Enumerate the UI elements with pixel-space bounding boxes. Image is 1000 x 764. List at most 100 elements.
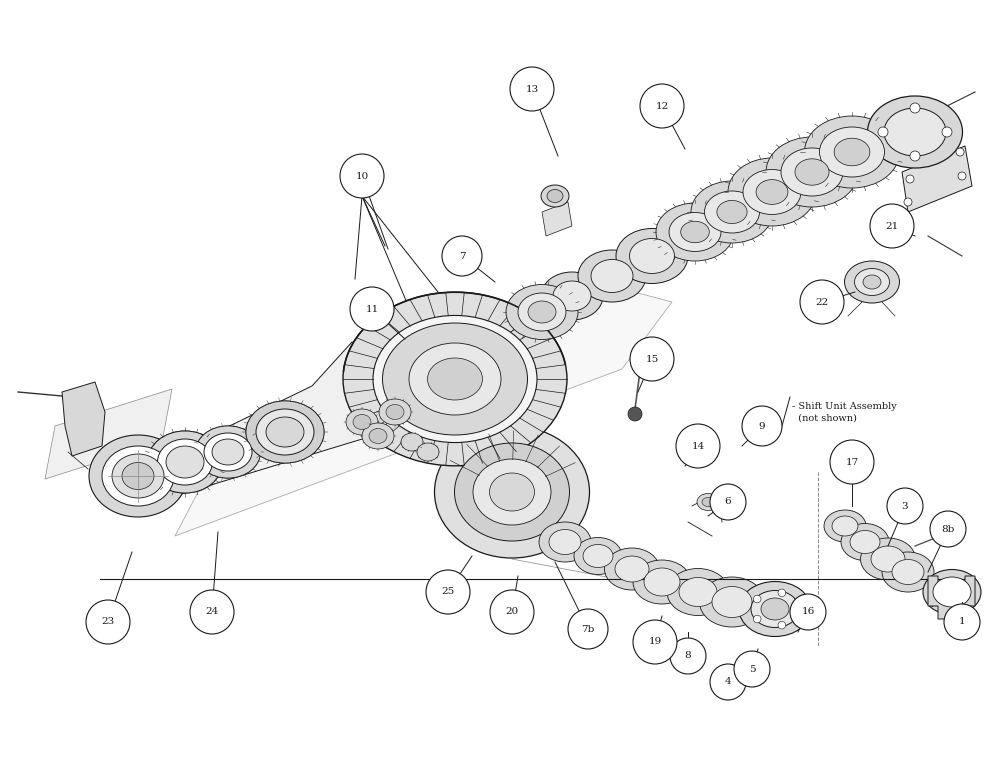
Ellipse shape bbox=[832, 516, 858, 536]
Ellipse shape bbox=[246, 401, 324, 463]
Ellipse shape bbox=[266, 417, 304, 447]
Ellipse shape bbox=[751, 591, 799, 627]
Text: 25: 25 bbox=[441, 588, 455, 597]
Ellipse shape bbox=[506, 284, 578, 339]
Ellipse shape bbox=[401, 433, 423, 451]
Text: 7: 7 bbox=[459, 251, 465, 261]
Ellipse shape bbox=[681, 222, 709, 243]
Ellipse shape bbox=[549, 529, 581, 555]
Ellipse shape bbox=[868, 96, 962, 168]
Ellipse shape bbox=[739, 581, 811, 636]
Ellipse shape bbox=[196, 426, 260, 478]
Circle shape bbox=[630, 337, 674, 381]
Circle shape bbox=[753, 615, 761, 623]
Ellipse shape bbox=[383, 323, 528, 435]
Ellipse shape bbox=[89, 435, 187, 517]
Ellipse shape bbox=[795, 159, 829, 185]
Text: 17: 17 bbox=[845, 458, 859, 467]
Text: 22: 22 bbox=[815, 297, 829, 306]
Ellipse shape bbox=[379, 399, 411, 425]
Text: 21: 21 bbox=[885, 222, 899, 231]
Polygon shape bbox=[542, 202, 572, 236]
Text: 9: 9 bbox=[759, 422, 765, 430]
Ellipse shape bbox=[933, 577, 971, 607]
Ellipse shape bbox=[923, 569, 981, 614]
Ellipse shape bbox=[417, 443, 439, 461]
Ellipse shape bbox=[700, 577, 765, 627]
Ellipse shape bbox=[697, 494, 719, 510]
Ellipse shape bbox=[373, 316, 537, 442]
Ellipse shape bbox=[343, 292, 567, 466]
Circle shape bbox=[568, 609, 608, 649]
Ellipse shape bbox=[196, 426, 260, 478]
Text: 15: 15 bbox=[645, 354, 659, 364]
Circle shape bbox=[778, 621, 786, 629]
Ellipse shape bbox=[122, 462, 154, 490]
Text: 8: 8 bbox=[685, 652, 691, 661]
Ellipse shape bbox=[667, 568, 729, 616]
Ellipse shape bbox=[633, 560, 691, 604]
Ellipse shape bbox=[679, 578, 717, 607]
Polygon shape bbox=[928, 576, 975, 619]
Ellipse shape bbox=[616, 228, 688, 283]
Ellipse shape bbox=[102, 446, 174, 506]
Circle shape bbox=[906, 175, 914, 183]
Ellipse shape bbox=[518, 293, 566, 331]
Ellipse shape bbox=[473, 459, 551, 525]
Polygon shape bbox=[45, 389, 172, 479]
Ellipse shape bbox=[804, 116, 900, 188]
Ellipse shape bbox=[615, 556, 649, 582]
Ellipse shape bbox=[691, 181, 773, 243]
Circle shape bbox=[956, 148, 964, 156]
Ellipse shape bbox=[766, 137, 858, 207]
Ellipse shape bbox=[212, 439, 244, 465]
Text: 20: 20 bbox=[505, 607, 519, 617]
Ellipse shape bbox=[644, 568, 680, 596]
Text: 12: 12 bbox=[655, 102, 669, 111]
Ellipse shape bbox=[386, 404, 404, 419]
Ellipse shape bbox=[428, 358, 483, 400]
Ellipse shape bbox=[369, 429, 387, 443]
Circle shape bbox=[442, 236, 482, 276]
Polygon shape bbox=[155, 342, 455, 502]
Circle shape bbox=[778, 589, 786, 597]
Text: 4: 4 bbox=[725, 678, 731, 687]
Ellipse shape bbox=[591, 260, 633, 293]
Text: 13: 13 bbox=[525, 85, 539, 93]
Ellipse shape bbox=[871, 546, 905, 572]
Ellipse shape bbox=[669, 212, 721, 251]
Circle shape bbox=[942, 127, 952, 137]
Ellipse shape bbox=[204, 433, 252, 471]
Ellipse shape bbox=[246, 401, 324, 463]
Ellipse shape bbox=[539, 522, 591, 562]
Ellipse shape bbox=[761, 598, 789, 620]
Ellipse shape bbox=[841, 523, 889, 561]
Circle shape bbox=[790, 594, 826, 630]
Polygon shape bbox=[902, 146, 972, 212]
Text: - Shift Unit Assembly
  (not shown): - Shift Unit Assembly (not shown) bbox=[792, 402, 897, 422]
Text: 10: 10 bbox=[355, 171, 369, 180]
Ellipse shape bbox=[409, 343, 501, 415]
Ellipse shape bbox=[712, 587, 752, 617]
Ellipse shape bbox=[820, 127, 885, 177]
Ellipse shape bbox=[728, 158, 816, 226]
Text: 24: 24 bbox=[205, 607, 219, 617]
Ellipse shape bbox=[256, 409, 314, 455]
Circle shape bbox=[910, 103, 920, 113]
Text: 3: 3 bbox=[902, 501, 908, 510]
Circle shape bbox=[86, 600, 130, 644]
Ellipse shape bbox=[583, 545, 613, 568]
Text: 23: 23 bbox=[101, 617, 115, 626]
Circle shape bbox=[944, 604, 980, 640]
Ellipse shape bbox=[490, 473, 534, 511]
Circle shape bbox=[340, 154, 384, 198]
Ellipse shape bbox=[346, 409, 378, 435]
Text: 19: 19 bbox=[648, 637, 662, 646]
Ellipse shape bbox=[702, 497, 714, 507]
Text: 5: 5 bbox=[749, 665, 755, 674]
Ellipse shape bbox=[574, 538, 622, 575]
Circle shape bbox=[793, 605, 801, 613]
Text: 6: 6 bbox=[725, 497, 731, 507]
Ellipse shape bbox=[553, 281, 591, 311]
Circle shape bbox=[490, 590, 534, 634]
